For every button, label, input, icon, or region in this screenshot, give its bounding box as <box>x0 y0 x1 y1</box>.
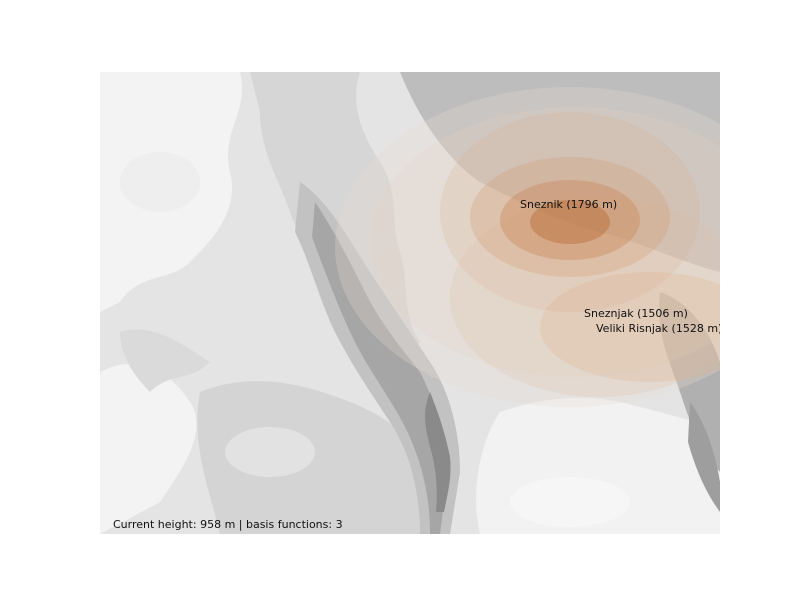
overlay-level-5 <box>540 272 720 382</box>
peak-label-sneznjak[interactable]: Sneznjak (1506 m) <box>584 307 688 320</box>
elevation-map-svg: Sneznik (1796 m) Sneznjak (1506 m) Velik… <box>100 72 720 534</box>
overlay-level-6 <box>470 157 670 277</box>
overlay-level-4 <box>440 112 700 312</box>
terrain-sea-inlet <box>100 363 197 534</box>
terrain-highland-e <box>659 292 720 472</box>
terrain-patch-2 <box>225 427 315 477</box>
overlay-level-3 <box>450 197 720 397</box>
peak-label-veliki-risnjak[interactable]: Veliki Risnjak (1528 m) <box>596 322 720 335</box>
peak-labels: Sneznik (1796 m) Sneznjak (1506 m) Velik… <box>520 198 720 335</box>
overlay-level-1 <box>335 87 720 407</box>
terrain-patch-3 <box>510 477 630 527</box>
overlay-level-2 <box>370 107 720 377</box>
overlay-level-8 <box>530 200 610 244</box>
map-canvas[interactable]: Sneznik (1796 m) Sneznjak (1506 m) Velik… <box>100 72 720 534</box>
terrain-ridge-dark <box>312 202 448 534</box>
terrain-highland-ne <box>400 72 720 272</box>
terrain-layer <box>100 72 720 534</box>
overlay-level-7 <box>500 180 640 260</box>
terrain-patch-1 <box>120 152 200 212</box>
terrain-ridge-darkest <box>425 392 451 512</box>
terrain-plateau-southwest <box>120 329 210 392</box>
elevation-overlay <box>335 87 720 407</box>
status-readout: Current height: 958 m | basis functions:… <box>113 518 343 531</box>
peak-label-sneznik[interactable]: Sneznik (1796 m) <box>520 198 617 211</box>
terrain-highland-se <box>688 402 720 512</box>
